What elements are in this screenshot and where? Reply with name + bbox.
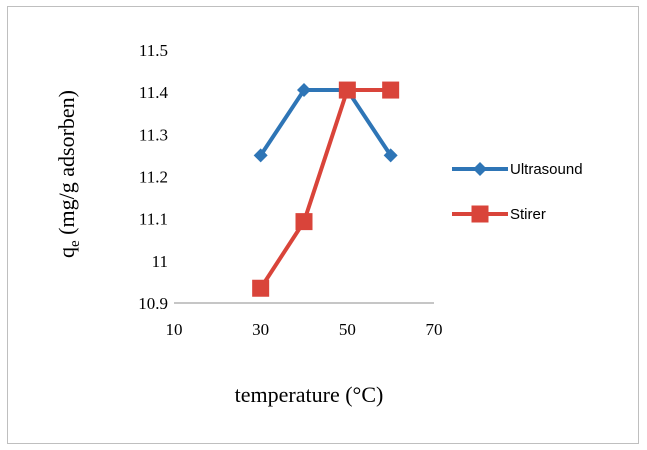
legend: Ultrasound Stirer (452, 161, 583, 223)
data-point-stirer (252, 279, 270, 297)
y-axis-title-main: q (54, 247, 79, 258)
legend-label-ultrasound: Ultrasound (510, 161, 583, 178)
legend-marker-ultrasound (473, 162, 487, 176)
data-point-stirer (338, 81, 356, 99)
x-tick-label: 30 (252, 320, 269, 339)
series-layer (252, 81, 400, 297)
line-chart: 10.9 11 11.1 11.2 11.3 11.4 11.5 10 30 50 70 Ultra… (54, 41, 583, 407)
data-point-ultrasound (297, 83, 311, 98)
y-axis-title-rest: (mg/g adsorben) (54, 90, 79, 240)
legend-item-ultrasound: Ultrasound (452, 161, 583, 178)
legend-marker-stirer (471, 205, 489, 223)
x-axis-title: temperature (°C) (235, 382, 384, 407)
chart-frame: 10.9 11 11.1 11.2 11.3 11.4 11.5 10 30 50 70 Ultra… (7, 6, 639, 444)
series-line-stirer (258, 88, 391, 290)
y-axis-title-subscript: e (67, 240, 83, 247)
y-tick-label: 11.2 (139, 168, 168, 187)
legend-label-stirer: Stirer (510, 206, 546, 223)
y-tick-label: 11.3 (139, 125, 168, 144)
data-point-stirer (295, 213, 313, 231)
x-tick-label: 10 (166, 320, 183, 339)
y-axis-title: qe (mg/g adsorben) (54, 90, 83, 258)
y-tick-label: 10.9 (138, 294, 168, 313)
data-point-stirer (382, 81, 400, 99)
y-tick-label: 11.4 (139, 83, 169, 102)
x-tick-label: 50 (339, 320, 356, 339)
legend-item-stirer: Stirer (452, 205, 546, 223)
y-tick-label: 11 (152, 252, 168, 271)
tick-labels: 10.9 11 11.1 11.2 11.3 11.4 11.5 10 30 50 70 (138, 41, 442, 339)
y-axis-title-group: qe (mg/g adsorben) (54, 90, 83, 258)
series-line-ultrasound (258, 88, 393, 157)
data-point-ultrasound (383, 148, 398, 163)
y-tick-label: 11.5 (139, 41, 168, 60)
y-tick-label: 11.1 (139, 210, 168, 229)
series-stirer (252, 81, 400, 297)
x-tick-label: 70 (426, 320, 443, 339)
